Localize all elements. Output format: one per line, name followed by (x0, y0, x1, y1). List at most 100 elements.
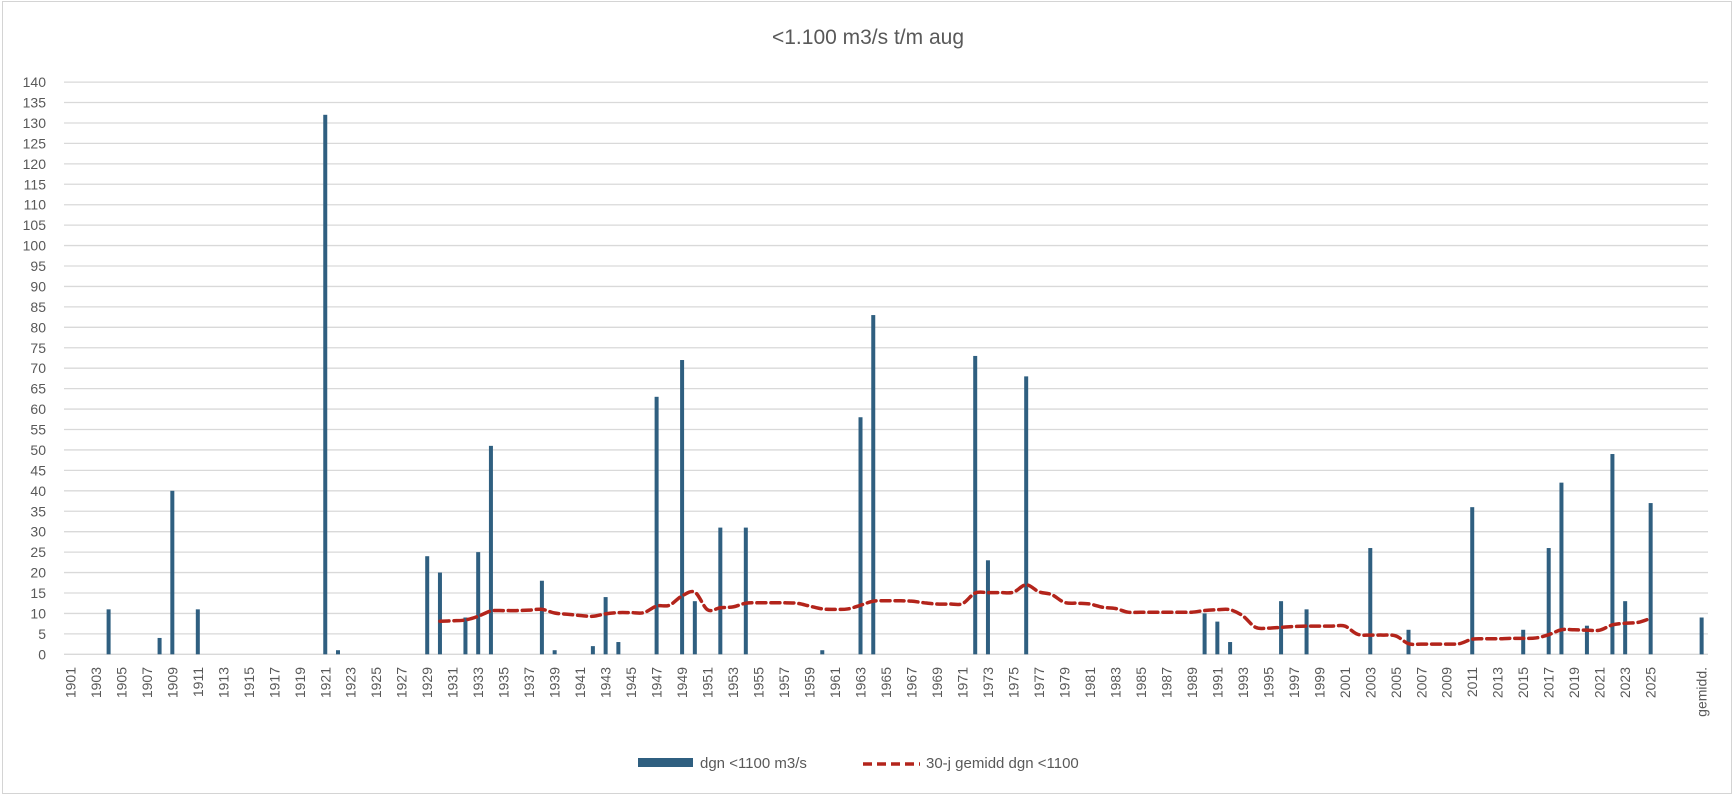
x-tick-label: 1953 (725, 667, 741, 698)
x-tick-label: 1981 (1082, 667, 1098, 698)
x-tick-label: 1943 (598, 667, 614, 698)
x-tick-label: 2005 (1388, 667, 1404, 698)
bar (1584, 625, 1589, 655)
x-tick-label: 1975 (1005, 667, 1021, 698)
x-tick-label: 1901 (62, 667, 78, 698)
x-tick-label: 1961 (827, 667, 843, 698)
y-tick-label: 40 (30, 483, 46, 499)
bar (1304, 609, 1309, 655)
y-tick-label: 70 (30, 360, 46, 376)
y-tick-label: 15 (30, 585, 46, 601)
bar (1470, 507, 1475, 655)
bar (1279, 601, 1284, 655)
bar (1623, 601, 1628, 655)
y-tick-label: 5 (38, 626, 46, 642)
bar (616, 642, 621, 655)
bar (336, 650, 340, 655)
x-tick-label: 1921 (317, 667, 333, 698)
x-tick-label: 1985 (1133, 667, 1149, 698)
x-tick-label: 2023 (1617, 667, 1633, 698)
x-axis-ticks: 1901 1903 1905 1907 1909 1911 1913 1915 1917 1919… (62, 667, 1709, 717)
line-series (438, 583, 1653, 647)
x-tick-label: 1997 (1286, 667, 1302, 698)
y-tick-label: 20 (30, 565, 46, 581)
x-tick-label: 1907 (139, 667, 155, 698)
x-tick-label: 1967 (903, 667, 919, 698)
bar (195, 609, 200, 655)
x-tick-label: 1977 (1031, 667, 1047, 698)
y-tick-label: 35 (30, 503, 46, 519)
gridlines (64, 81, 1708, 655)
x-tick-label: 1923 (343, 667, 359, 698)
bar (985, 560, 990, 655)
x-tick-label: 2021 (1592, 667, 1608, 698)
x-tick-label: 1927 (394, 667, 410, 698)
bar (425, 556, 430, 655)
bar (820, 650, 825, 655)
x-tick-label: 1915 (241, 667, 257, 698)
y-tick-label: 30 (30, 524, 46, 540)
bar (1024, 376, 1029, 655)
x-tick-label: 1995 (1260, 667, 1276, 698)
bar (1610, 454, 1615, 655)
chart-title: <1.100 m3/s t/m aug (772, 26, 964, 49)
x-tick-label: 1913 (215, 667, 231, 698)
x-tick-label: 1937 (521, 667, 537, 698)
y-tick-label: 95 (30, 258, 46, 274)
x-tick-label: 1951 (700, 667, 716, 698)
bar (1368, 548, 1373, 655)
x-tick-label: 1999 (1311, 667, 1327, 698)
bar (1699, 617, 1704, 655)
bar-series (106, 114, 1704, 655)
bar (680, 360, 685, 655)
y-tick-label: 80 (30, 319, 46, 335)
x-tick-label: 2007 (1413, 667, 1429, 698)
x-tick-label: 1969 (929, 667, 945, 698)
y-tick-label: 105 (23, 217, 47, 233)
bar (323, 114, 328, 655)
bar (743, 527, 748, 655)
x-tick-label: 1933 (470, 667, 486, 698)
x-tick-label: 1935 (496, 667, 512, 698)
y-tick-label: 10 (30, 605, 46, 621)
y-tick-label: 140 (23, 74, 47, 90)
bar (1559, 482, 1564, 655)
x-tick-label: 1965 (878, 667, 894, 698)
bar (1521, 629, 1526, 655)
x-tick-label: 2017 (1541, 667, 1557, 698)
y-tick-label: 55 (30, 422, 46, 438)
bar (157, 637, 162, 655)
x-tick-label: 1911 (190, 667, 206, 697)
x-tick-label: 1925 (368, 667, 384, 698)
bar (1228, 642, 1233, 655)
x-tick-label: 1931 (445, 667, 461, 698)
y-tick-label: 50 (30, 442, 46, 458)
y-tick-label: 130 (23, 115, 47, 131)
x-tick-label: 1929 (419, 667, 435, 698)
y-tick-label: 45 (30, 462, 46, 478)
bar (692, 601, 697, 655)
y-tick-label: 110 (24, 197, 47, 213)
y-tick-label: 85 (30, 299, 46, 315)
bar (973, 355, 978, 655)
x-tick-label: 1945 (623, 667, 639, 698)
y-axis-ticks: 0 5 10 15 20 25 30 35 40 45 50 55 60 65 70 75 80 85 90 95 10… (23, 74, 47, 662)
y-tick-label: 90 (30, 278, 46, 294)
x-tick-label: 1905 (113, 667, 129, 698)
x-tick-label: 2003 (1362, 667, 1378, 698)
bar (437, 572, 442, 655)
legend-label-bar: dgn <1100 m3/s (700, 755, 807, 772)
bar (1215, 621, 1220, 655)
x-tick-label: 1941 (572, 667, 588, 698)
x-tick-label: 1949 (674, 667, 690, 698)
bar (1648, 503, 1653, 655)
x-tick-label: 1947 (649, 667, 665, 698)
x-tick-label: 1983 (1107, 667, 1123, 698)
bar (488, 445, 493, 655)
x-tick-label: 1909 (164, 667, 180, 698)
x-tick-label: 1957 (776, 667, 792, 698)
x-tick-label: 1917 (266, 667, 282, 698)
bar (170, 490, 175, 655)
y-tick-label: 60 (30, 401, 46, 417)
